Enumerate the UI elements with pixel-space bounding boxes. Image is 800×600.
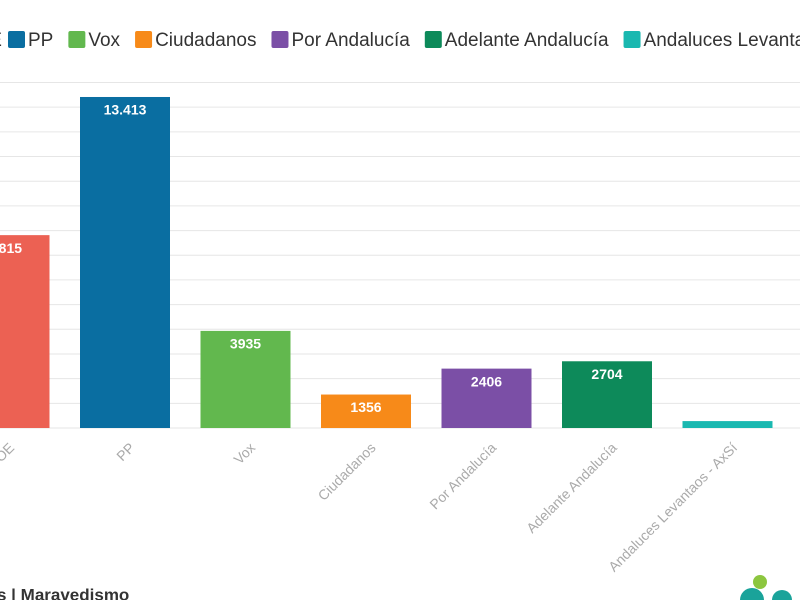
bar [441,368,532,428]
x-tick-label: PSOE [0,439,17,478]
x-tick-label: Andaluces Levantaos - AxSí [605,439,740,574]
value-label: 13.413 [104,102,147,118]
legend-label: Vox [88,30,120,51]
legend-label: PSOE [0,30,2,51]
legend-swatch [271,31,289,48]
legend-label: Ciudadanos [155,30,256,51]
legend-label: Por Andalucía [291,30,410,51]
bar [682,421,773,428]
legend-swatch [68,31,86,48]
footer: s | Maravedismo [0,585,129,600]
bar [200,330,291,428]
value-label: 2704 [591,366,622,382]
logo [740,575,792,600]
value-label: 2406 [471,373,502,389]
legend-swatch [135,31,153,48]
x-tick-label: Adelante Andalucía [523,439,620,536]
legend-swatch [424,31,442,48]
x-tick-label: PP [113,439,138,464]
plot: 7.815 PSOE 13.413 PP 3935 Vox 1356 Ciudadanos 24… [0,30,800,575]
legend-swatch [623,31,641,48]
bar [80,96,170,428]
legend-label: PP [28,30,53,51]
x-tick-label: Por Andalucía [426,439,499,512]
legend: PP Vox Ciudadanos Por Andalucía Adelante And… [0,30,800,51]
legend-label: Adelante Andalucía [445,30,609,51]
bar [0,235,50,428]
bar [562,361,652,428]
value-label: 7.815 [0,240,22,256]
bar [321,394,411,428]
value-label: 3935 [230,336,261,352]
legend-label: Andaluces Levantaos - AxSí [644,30,800,51]
value-label: 1356 [350,399,381,415]
legend-swatch [8,31,25,48]
x-tick-label: Ciudadanos [315,439,379,503]
x-tick-label: Vox [230,439,258,467]
